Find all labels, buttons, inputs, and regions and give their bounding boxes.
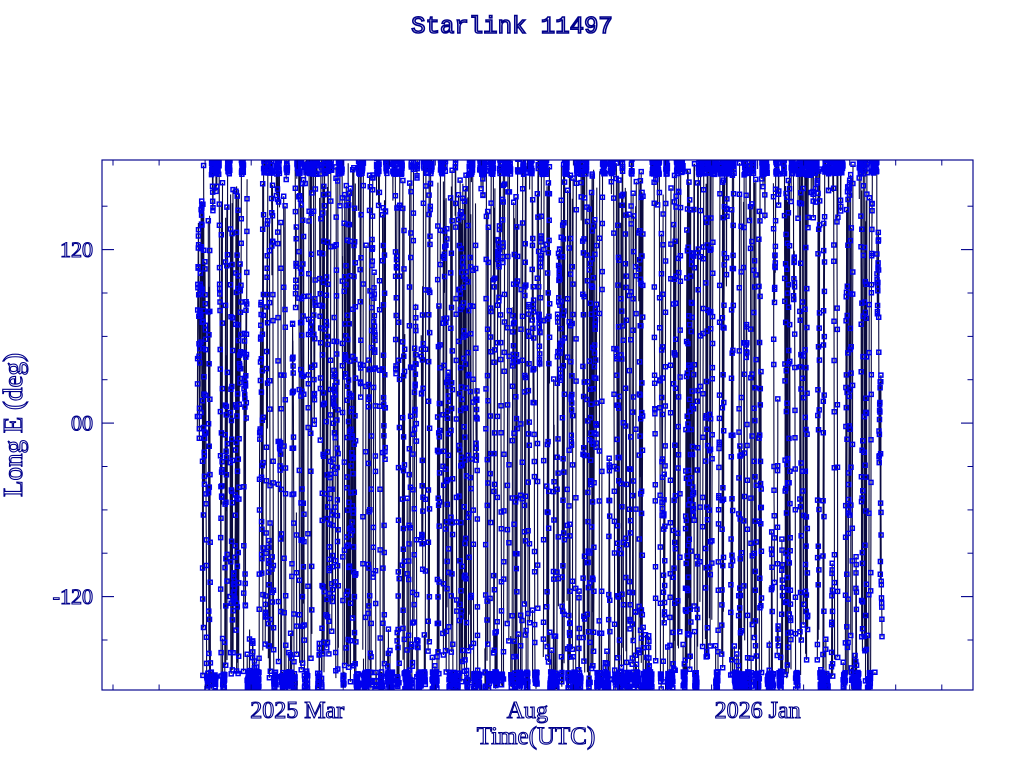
svg-text:Starlink 11497: Starlink 11497 [411, 14, 613, 41]
svg-text:Time(UTC): Time(UTC) [477, 723, 596, 750]
svg-text:120: 120 [60, 237, 93, 262]
svg-text:-120: -120 [53, 584, 93, 609]
svg-text:Long E (deg): Long E (deg) [0, 353, 28, 497]
svg-text:Aug: Aug [507, 698, 548, 724]
svg-text:2026 Jan: 2026 Jan [715, 698, 801, 724]
svg-text:00: 00 [71, 411, 93, 436]
svg-text:2025 Mar: 2025 Mar [250, 698, 344, 724]
